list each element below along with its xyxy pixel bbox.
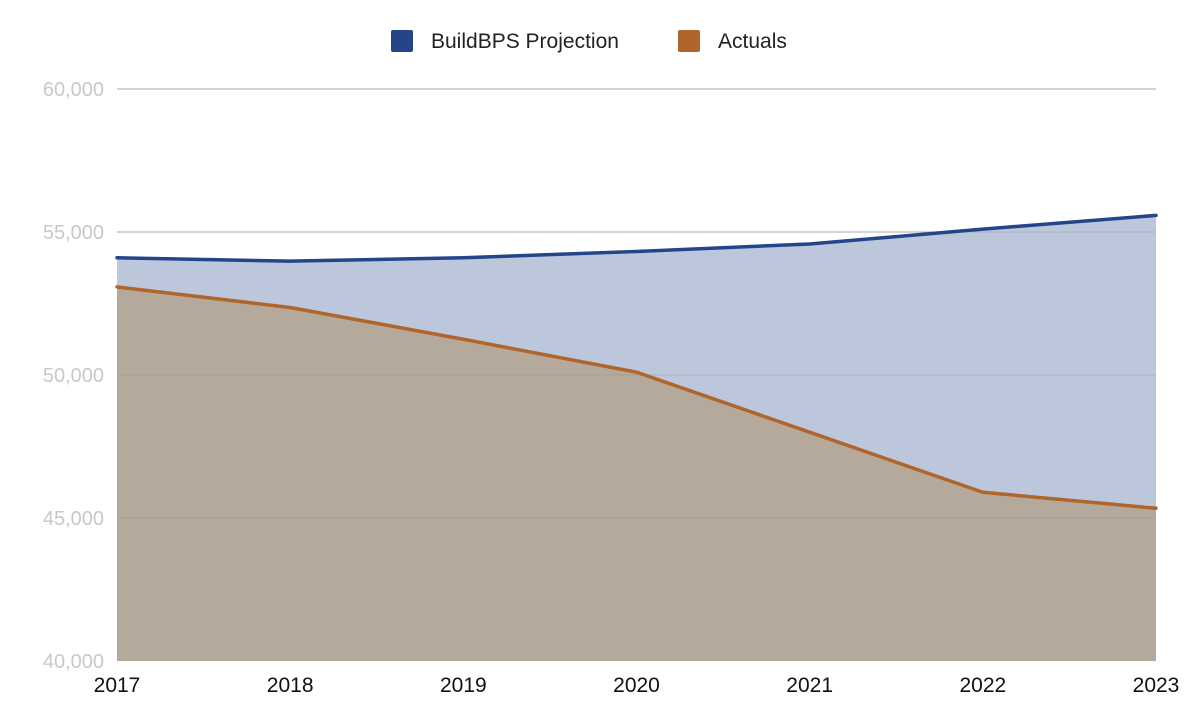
line-actuals [115,285,1158,511]
x-tick-label-2019: 2019 [440,674,487,697]
x-tick-label-2021: 2021 [786,674,833,697]
y-axis-ticks: 40,000 45,000 50,000 55,000 60,000 [43,79,104,673]
x-tick-label-2018: 2018 [267,674,314,697]
x-tick-label-2022: 2022 [959,674,1006,697]
legend-swatch-actuals [678,30,700,52]
x-axis-ticks: 2017 2018 2019 2020 2021 2022 2023 [94,674,1180,697]
legend: BuildBPS Projection Actuals [391,30,787,53]
x-tick-label-2020: 2020 [613,674,660,697]
legend-label-buildbps-projection: BuildBPS Projection [431,30,619,53]
y-tick-label-40000: 40,000 [43,651,104,673]
legend-label-actuals: Actuals [718,30,787,53]
y-tick-label-55000: 55,000 [43,222,104,244]
y-tick-label-50000: 50,000 [43,365,104,387]
legend-swatch-buildbps-projection [391,30,413,52]
y-tick-label-60000: 60,000 [43,79,104,101]
series-lines [115,213,1158,511]
line-buildbps-projection [115,213,1158,263]
x-tick-label-2023: 2023 [1133,674,1180,697]
area-actuals [117,286,1156,661]
series-areas [117,88,1156,662]
y-tick-label-45000: 45,000 [43,508,104,530]
x-tick-label-2017: 2017 [94,674,141,697]
